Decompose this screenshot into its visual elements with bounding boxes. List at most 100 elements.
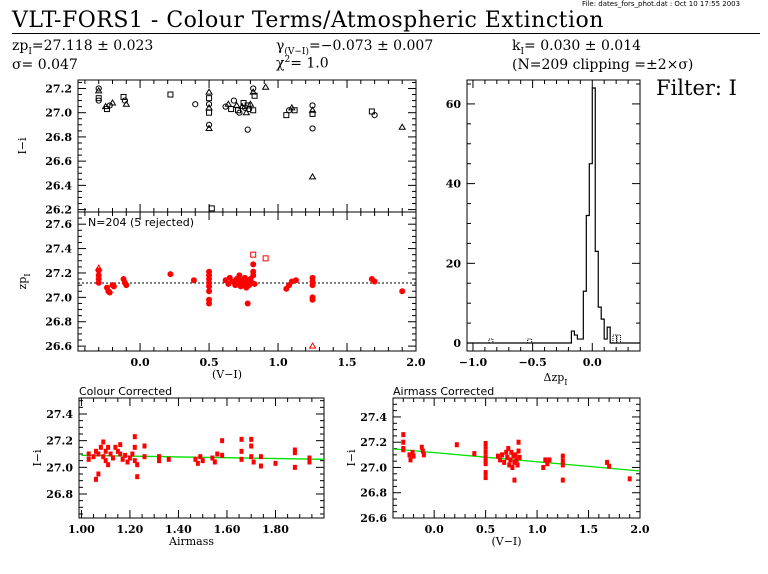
chi2-value: = 1.0 bbox=[290, 55, 329, 72]
airmass-data-point bbox=[511, 453, 516, 459]
mid-y-axis-label-main: zp bbox=[16, 277, 29, 290]
top-data-point bbox=[309, 125, 316, 132]
airmass-data-point bbox=[483, 449, 488, 455]
airmass-data-point bbox=[515, 462, 520, 468]
top-data-point bbox=[205, 88, 213, 95]
top-data-point bbox=[167, 91, 174, 98]
top-data-point bbox=[371, 112, 378, 119]
top-data-point bbox=[244, 102, 251, 109]
colour-data-point bbox=[118, 442, 123, 448]
airmass-data-point bbox=[454, 442, 459, 448]
colour-data-point bbox=[239, 448, 244, 454]
sigma-stat: σ= 0.047 bbox=[12, 57, 78, 73]
airmass-y-tick-label: 26.6 bbox=[360, 512, 387, 525]
airmass-x-tick-label: 1.0 bbox=[528, 523, 547, 536]
colour-frame bbox=[78, 397, 325, 519]
colour-data-point bbox=[106, 444, 111, 450]
mid-rejected-point bbox=[250, 251, 257, 258]
colour-data-point bbox=[239, 436, 244, 442]
airmass-data-point bbox=[472, 451, 477, 457]
colour-data-point bbox=[157, 458, 162, 464]
mid-y-tick-label: 26.6 bbox=[45, 340, 72, 353]
mid-frame bbox=[77, 211, 417, 352]
mid-data-point bbox=[399, 288, 406, 295]
colour-data-point bbox=[93, 476, 98, 482]
colour-data-point bbox=[125, 459, 130, 465]
top-scatter-plot: 27.2 27.0 26.8 26.6 26.4 26.2 I−i bbox=[16, 79, 417, 217]
mid-y-tick-label: 27.0 bbox=[45, 291, 72, 304]
airmass-corrected-plot: 0.0 0.5 1.0 1.5 2.0 27.4 27.2 27.0 26.8 26.6 Airma… bbox=[345, 385, 650, 548]
mid-rejected-point bbox=[262, 255, 269, 262]
top-data-point bbox=[208, 205, 215, 212]
top-data-point bbox=[250, 85, 257, 92]
top-data-point bbox=[108, 99, 117, 106]
top-data-point bbox=[192, 101, 199, 108]
top-data-point bbox=[309, 110, 316, 117]
airmass-data-point bbox=[514, 457, 519, 463]
colour-data-point bbox=[118, 451, 123, 457]
top-data-point bbox=[205, 124, 213, 131]
colour-x-tick-label: 1.80 bbox=[262, 523, 289, 536]
colour-y-tick-label: 27.2 bbox=[46, 435, 73, 448]
colour-data-point bbox=[135, 462, 140, 468]
mid-y-tick-label: 26.8 bbox=[45, 316, 72, 329]
top-y-tick-label: 26.4 bbox=[45, 179, 72, 192]
colour-data-point bbox=[212, 459, 217, 465]
colour-data-point bbox=[110, 455, 115, 461]
mid-x-tick-label: 0.5 bbox=[199, 356, 218, 369]
mid-data-point bbox=[309, 282, 316, 289]
top-data-point bbox=[206, 95, 213, 102]
top-data-point bbox=[251, 92, 258, 99]
hist-x-axis-label-main: Δzp bbox=[544, 371, 565, 384]
colour-data-point bbox=[103, 458, 108, 464]
airmass-data-point bbox=[627, 476, 632, 482]
mid-data-point bbox=[251, 280, 258, 287]
colour-y-tick-label: 27.0 bbox=[46, 461, 73, 474]
airmass-data-point bbox=[605, 459, 610, 465]
airmass-data-point bbox=[547, 457, 552, 463]
colour-data-point bbox=[220, 452, 225, 458]
hist-x-axis-label: ΔzpI bbox=[544, 371, 568, 387]
colour-data-point bbox=[249, 436, 254, 442]
airmass-y-tick-label: 27.2 bbox=[360, 436, 387, 449]
colour-data-point bbox=[220, 438, 225, 444]
colour-data-point bbox=[249, 443, 254, 449]
airmass-data-point bbox=[560, 462, 565, 468]
top-data-point bbox=[120, 93, 127, 100]
colour-data-point bbox=[91, 454, 96, 460]
airmass-y-tick-label: 27.4 bbox=[360, 411, 387, 424]
mid-data-point bbox=[371, 278, 378, 285]
colour-data-point bbox=[195, 460, 200, 466]
k-subscript: I bbox=[520, 46, 525, 57]
colour-data-point bbox=[273, 460, 278, 466]
airmass-x-tick-label: 1.5 bbox=[579, 523, 598, 536]
colour-data-point bbox=[157, 454, 162, 460]
top-data-point bbox=[205, 101, 213, 108]
colour-data-point bbox=[132, 434, 137, 440]
airmass-x-tick-label: 0.0 bbox=[425, 523, 444, 536]
airmass-data-point bbox=[500, 452, 505, 458]
filter-label: Filter: I bbox=[656, 76, 737, 100]
mid-y-tick-label: 27.6 bbox=[45, 218, 72, 231]
mid-data-point bbox=[190, 277, 197, 284]
airmass-data-point bbox=[512, 459, 517, 465]
colour-data-point bbox=[108, 451, 113, 457]
top-y-tick-label: 27.2 bbox=[45, 82, 72, 95]
colour-data-point bbox=[292, 450, 297, 456]
zp-subscript: I bbox=[28, 46, 32, 57]
k-value: = 0.030 ± 0.014 bbox=[524, 38, 642, 54]
colour-term-stat: γ(V−I)=−0.073 ± 0.007 bbox=[276, 38, 433, 57]
mid-y-tick-label: 27.2 bbox=[45, 267, 72, 280]
mid-x-tick-label: 1.0 bbox=[268, 356, 287, 369]
airmass-x-axis-label: (V−I) bbox=[491, 535, 521, 548]
colour-data-point bbox=[142, 443, 147, 449]
colour-data-point bbox=[93, 448, 98, 454]
colour-data-point bbox=[258, 463, 263, 469]
mid-data-point bbox=[244, 300, 251, 307]
hist-x-tick-label: −1.0 bbox=[459, 356, 488, 369]
airmass-data-point bbox=[483, 475, 488, 481]
hist-y-tick-label: 0 bbox=[453, 337, 461, 350]
top-data-point bbox=[122, 100, 131, 107]
k-symbol: k bbox=[512, 38, 521, 54]
